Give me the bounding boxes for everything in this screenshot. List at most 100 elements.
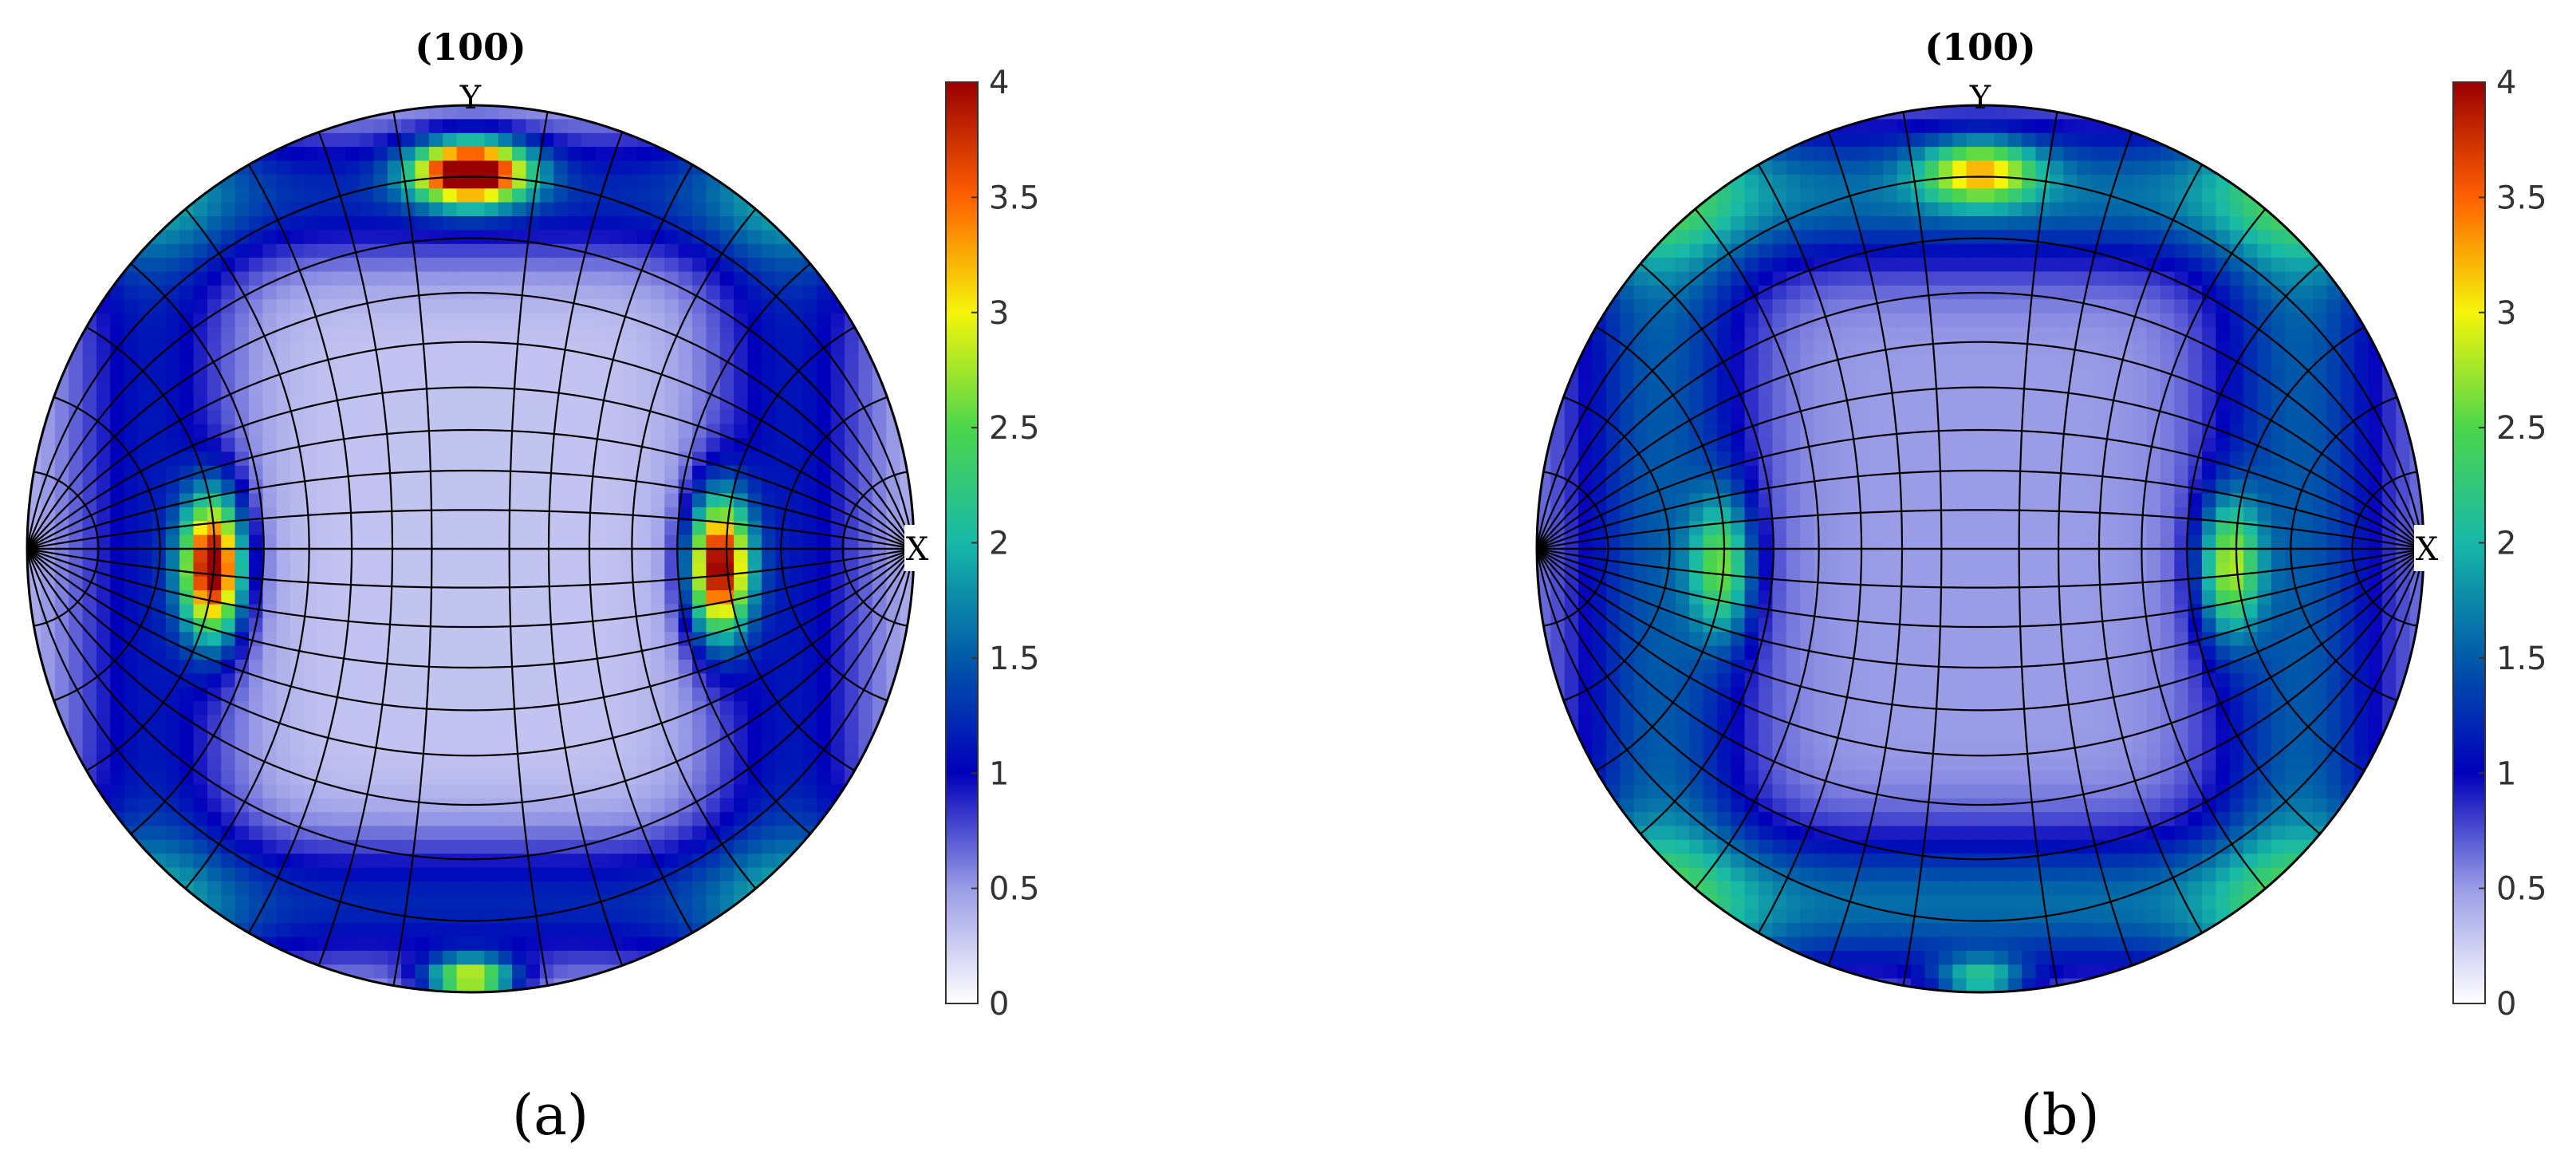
density-cell xyxy=(179,258,195,273)
density-cell xyxy=(471,701,486,716)
density-cell xyxy=(609,812,624,827)
density-cell xyxy=(623,867,638,882)
density-cell xyxy=(332,341,347,356)
density-cell xyxy=(526,701,541,716)
density-cell xyxy=(567,645,582,660)
density-cell xyxy=(845,465,860,480)
density-cell xyxy=(373,854,388,869)
density-cell xyxy=(775,271,790,286)
density-cell xyxy=(650,313,666,328)
density-cell xyxy=(581,645,597,660)
density-cell xyxy=(734,243,749,258)
density-cell xyxy=(221,562,236,578)
density-cell xyxy=(817,465,832,480)
density-cell xyxy=(234,258,250,273)
density-cell xyxy=(1924,451,1940,467)
density-cell xyxy=(1759,369,1774,384)
density-cell xyxy=(1620,771,1635,786)
density-cell xyxy=(1911,936,1926,952)
density-cell xyxy=(317,479,333,495)
density-cell xyxy=(1855,978,1870,992)
density-cell xyxy=(609,881,624,897)
density-cell xyxy=(1689,798,1704,813)
density-cell xyxy=(747,369,762,384)
density-cell xyxy=(1744,521,1759,536)
density-cell xyxy=(373,895,388,910)
density-cell xyxy=(456,216,471,231)
density-cell xyxy=(124,743,139,758)
density-cell xyxy=(1841,549,1857,564)
density-cell xyxy=(96,743,112,758)
density-cell xyxy=(623,369,638,384)
density-cell xyxy=(471,771,486,786)
density-cell xyxy=(360,341,375,356)
density-cell xyxy=(609,243,624,258)
density-cell xyxy=(1814,243,1829,258)
density-cell xyxy=(415,243,430,258)
density-cell xyxy=(498,188,513,203)
density-cell xyxy=(553,895,569,910)
density-cell xyxy=(845,410,860,425)
density-cell xyxy=(1731,756,1746,771)
density-cell xyxy=(456,617,471,633)
density-cell xyxy=(719,313,735,328)
density-cell xyxy=(360,174,375,190)
density-cell xyxy=(1841,923,1857,938)
density-cell xyxy=(138,354,153,369)
density-cell xyxy=(761,756,777,771)
density-cell xyxy=(526,493,541,508)
density-cell xyxy=(290,160,305,175)
density-cell xyxy=(845,549,860,564)
density-cell xyxy=(1883,147,1898,162)
density-cell xyxy=(650,549,666,564)
density-cell xyxy=(817,617,832,633)
density-cell xyxy=(747,438,762,453)
density-cell xyxy=(1689,243,1704,258)
density-cell xyxy=(636,369,652,384)
density-cell xyxy=(526,950,541,966)
density-cell xyxy=(443,881,458,897)
density-cell xyxy=(249,341,264,356)
density-cell xyxy=(138,271,153,286)
density-cell xyxy=(1897,576,1912,591)
density-cell xyxy=(567,410,582,425)
density-cell xyxy=(567,798,582,813)
density-cell xyxy=(512,119,527,134)
density-cell xyxy=(1786,160,1801,175)
density-cell xyxy=(1786,258,1801,273)
density-cell xyxy=(110,534,125,550)
density-cell xyxy=(1786,354,1801,369)
density-cell xyxy=(401,216,416,231)
density-cell xyxy=(1744,576,1759,591)
density-cell xyxy=(179,728,195,744)
density-cell xyxy=(1716,701,1732,716)
density-cell xyxy=(553,410,569,425)
density-cell xyxy=(664,285,679,301)
density-cell xyxy=(1592,756,1607,771)
density-cell xyxy=(1648,534,1663,550)
density-cell xyxy=(692,715,707,730)
density-cell xyxy=(539,382,555,397)
density-cell xyxy=(1716,660,1732,675)
density-cell xyxy=(1827,147,1843,162)
density-cell xyxy=(692,534,707,550)
density-cell xyxy=(1648,645,1663,660)
density-cell xyxy=(110,632,125,647)
density-cell xyxy=(1869,465,1885,480)
density-cell xyxy=(1855,562,1870,578)
density-cell xyxy=(1731,549,1746,564)
density-cell xyxy=(249,687,264,702)
density-cell xyxy=(317,950,333,966)
density-cell xyxy=(803,354,818,369)
density-cell xyxy=(262,798,278,813)
density-cell xyxy=(1759,715,1774,730)
density-cell xyxy=(360,534,375,550)
density-cell xyxy=(1883,950,1898,966)
density-cell xyxy=(872,410,888,425)
density-cell xyxy=(1911,756,1926,771)
density-cell xyxy=(539,784,555,799)
density-cell xyxy=(317,617,333,633)
density-cell xyxy=(290,784,305,799)
density-cell xyxy=(1938,216,1954,231)
density-cell xyxy=(498,854,513,869)
